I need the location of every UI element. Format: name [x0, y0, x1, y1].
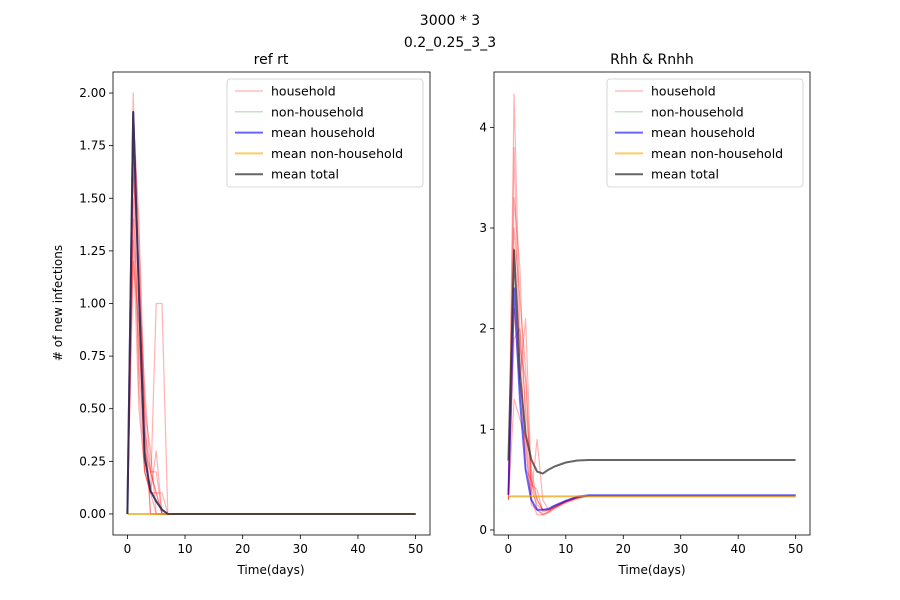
left-chart-y-tick-label: 0.00	[79, 507, 106, 521]
right-chart-series-household-line-3	[507, 247, 796, 511]
left-chart-series-household-line-4	[126, 197, 416, 515]
right-chart: Rhh & Rnhh Time(days) 0 10 20 30 40 50 0 1 2 3 4 ho…	[479, 52, 811, 577]
right-chart-y-tick-label: 3	[479, 221, 487, 235]
left-chart-legend-label-household: household	[271, 84, 336, 99]
right-chart-y-tick-label: 0	[479, 523, 487, 537]
left-chart-legend: household non-household mean household mean…	[226, 78, 424, 188]
right-chart-series-household-line-7	[507, 227, 796, 513]
right-chart-legend-box	[606, 78, 804, 188]
right-chart-x-tick-label: 30	[673, 542, 688, 556]
right-chart-y-tick-label: 1	[479, 422, 487, 436]
right-chart-x-tick-label: 50	[788, 542, 803, 556]
left-chart-y-tick-label: 0.25	[79, 454, 106, 468]
left-chart-title: ref rt	[254, 52, 289, 68]
right-chart-legend-label-mean-total: mean total	[651, 167, 719, 182]
left-chart-y-tick-label: 1.00	[79, 297, 106, 311]
right-chart-x-tick-label: 10	[558, 542, 573, 556]
right-chart-legend-label-mean-non-household: mean non-household	[651, 146, 783, 161]
left-chart-y-tick-label: 0.75	[79, 349, 106, 363]
right-chart-frame	[493, 71, 811, 536]
right-chart-series-mean-household-line	[507, 287, 796, 511]
left-chart-series-mean-total-line	[126, 111, 416, 515]
left-chart-legend-label-mean-total: mean total	[271, 167, 339, 182]
left-chart-y-tick-label: 1.50	[79, 191, 106, 205]
left-chart-ylabel: # of new infections	[51, 245, 65, 361]
right-chart-series-household-line-2	[507, 197, 796, 511]
right-chart-legend: household non-household mean household mean…	[606, 78, 804, 188]
left-chart-x-tick-label: 40	[350, 542, 365, 556]
right-chart-legend-label-household: household	[651, 84, 716, 99]
left-chart-series-household-line-6	[126, 155, 416, 515]
right-chart-x-tick-label: 20	[616, 542, 631, 556]
left-chart-y-tick-label: 1.75	[79, 139, 106, 153]
left-chart-series-household-line-5	[126, 260, 416, 515]
left-chart-x-tick-label: 10	[177, 542, 192, 556]
left-chart-x-tick-label: 0	[124, 542, 132, 556]
left-chart-xlabel: Time(days)	[236, 563, 304, 577]
right-chart-series-mean-total-line	[507, 249, 796, 475]
left-chart-y-tick-label: 0.50	[79, 402, 106, 416]
suptitle-line-2: 0.2_0.25_3_3	[404, 35, 496, 51]
left-chart-legend-label-mean-household: mean household	[271, 125, 375, 140]
right-chart-legend-label-non-household: non-household	[651, 104, 744, 119]
right-chart-series-group	[507, 93, 796, 516]
left-chart-series-group	[126, 92, 416, 515]
suptitle-line-1: 3000 * 3	[420, 13, 480, 29]
left-chart-series-household-line-1	[126, 134, 416, 515]
left-chart-y-tick-label: 1.25	[79, 244, 106, 258]
left-chart-legend-label-non-household: non-household	[271, 104, 364, 119]
left-chart-y-tick-label: 2.00	[79, 86, 106, 100]
right-chart-y-tick-label: 2	[479, 322, 487, 336]
left-chart-legend-label-mean-non-household: mean non-household	[271, 146, 403, 161]
right-chart-legend-label-mean-household: mean household	[651, 125, 755, 140]
left-chart-series-household-line-7	[126, 218, 416, 515]
left-chart: ref rt Time(days) # of new infections 0 1…	[51, 52, 431, 577]
right-chart-title: Rhh & Rnhh	[610, 52, 694, 68]
right-chart-series-household-line-5	[507, 328, 796, 512]
right-chart-y-tick-label: 4	[479, 120, 487, 134]
right-chart-x-tick-label: 0	[505, 542, 513, 556]
left-chart-series-household-line-9	[126, 239, 416, 515]
left-chart-x-tick-label: 20	[235, 542, 250, 556]
left-chart-x-tick-label: 50	[408, 542, 423, 556]
right-chart-x-tick-label: 40	[731, 542, 746, 556]
left-chart-series-household-line-2	[126, 176, 416, 515]
left-chart-legend-box	[226, 78, 424, 188]
right-chart-series-household-line-4	[507, 307, 796, 516]
right-chart-xlabel: Time(days)	[617, 563, 685, 577]
left-chart-x-tick-label: 30	[293, 542, 308, 556]
